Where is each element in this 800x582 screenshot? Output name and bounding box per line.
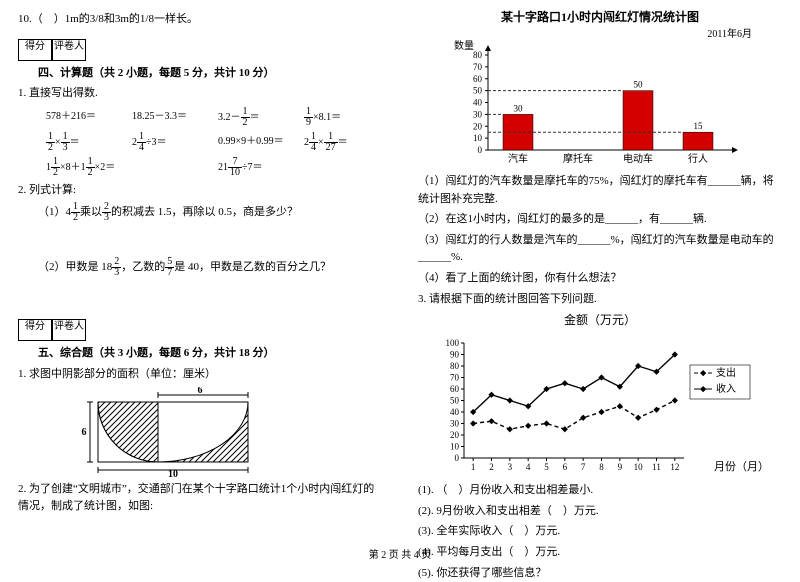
svg-text:30: 30 xyxy=(450,419,460,429)
svg-text:40: 40 xyxy=(450,407,460,417)
svg-text:50: 50 xyxy=(450,396,460,406)
svg-text:支出: 支出 xyxy=(716,366,736,379)
lq2: (2). 9月份收入和支出相差（ ）万元. xyxy=(418,503,782,521)
svg-text:摩托车: 摩托车 xyxy=(563,152,593,165)
svg-text:9: 9 xyxy=(618,462,623,472)
c6: 214÷3＝ xyxy=(132,132,210,153)
sec4-title-text: 四、计算题（共 2 小题，每题 5 分，共计 10 分） xyxy=(38,67,275,79)
svg-text:80: 80 xyxy=(473,50,483,60)
svg-text:4: 4 xyxy=(526,462,531,472)
left-column: 10.（ ）1m的3/8和3m的1/8一样长。 得分 评卷人 四、计算题（共 2… xyxy=(0,0,400,540)
svg-text:8: 8 xyxy=(599,462,604,472)
svg-text:0: 0 xyxy=(455,453,460,463)
svg-text:10: 10 xyxy=(473,133,483,143)
bar-title: 某十字路口1小时内闯红灯情况统计图 xyxy=(418,8,782,25)
calc2-b: （2）甲数是 1823，乙数的57是 40，甲数是乙数的百分之几？ xyxy=(38,257,382,278)
rq1: （1）闯红灯的汽车数量是摩托车的75%，闯红灯的摩托车有______辆，将统计图… xyxy=(418,173,782,208)
svg-text:50: 50 xyxy=(473,86,483,96)
svg-text:3: 3 xyxy=(508,462,513,472)
rq3: （3）闯红灯的行人数量是汽车的______%，闯红灯的汽车数量是电动车的____… xyxy=(418,232,782,267)
calc2-intro: 2. 列式计算: xyxy=(18,182,382,200)
svg-text:15: 15 xyxy=(694,121,704,131)
svg-text:6: 6 xyxy=(563,462,568,472)
svg-text:100: 100 xyxy=(446,338,460,348)
score-cell-a2: 得分 xyxy=(18,319,52,341)
svg-text:30: 30 xyxy=(473,109,483,119)
svg-text:6: 6 xyxy=(82,427,87,438)
svg-text:电动车: 电动车 xyxy=(623,152,653,165)
svg-text:20: 20 xyxy=(473,121,483,131)
svg-text:6: 6 xyxy=(198,387,203,396)
score-cell-a: 得分 xyxy=(18,39,52,61)
section-4-title: 四、计算题（共 2 小题，每题 5 分，共计 10 分） xyxy=(18,65,382,83)
rq4: （4）看了上面的统计图，你有什么想法？ xyxy=(418,270,782,288)
svg-text:40: 40 xyxy=(473,98,483,108)
score-cell-b: 评卷人 xyxy=(52,39,86,61)
score-box-5: 得分 评卷人 xyxy=(18,319,382,341)
svg-text:汽车: 汽车 xyxy=(508,152,528,165)
calc2-a: （1）412乘以23的积减去 1.5，再除以 0.5，商是多少？ xyxy=(38,202,382,223)
svg-text:20: 20 xyxy=(450,430,460,440)
page-footer: 第 2 页 共 4 页 xyxy=(0,546,800,561)
p3-intro: 3. 请根据下面的统计图回答下列问题. xyxy=(418,291,782,309)
svg-text:10: 10 xyxy=(450,442,460,452)
c8: 214×127＝ xyxy=(304,132,382,153)
c10 xyxy=(132,157,210,178)
section-5-title: 五、综合题（共 3 小题，每题 6 分，共计 18 分） xyxy=(18,345,382,363)
lq5: (5). 你还获得了哪些信息？ xyxy=(418,565,782,582)
svg-text:70: 70 xyxy=(450,373,460,383)
c1: 578＋216＝ xyxy=(46,107,124,128)
lq1: (1). （ ）月份收入和支出相差最小. xyxy=(418,482,782,500)
calc-grid: 578＋216＝ 18.25－3.3＝ 3.2－12＝ 19×8.1＝ 12×1… xyxy=(46,107,382,178)
c12 xyxy=(304,157,382,178)
svg-text:2: 2 xyxy=(489,462,494,472)
right-column: 某十字路口1小时内闯红灯情况统计图 2011年6月 01020304050607… xyxy=(400,0,800,540)
svg-text:60: 60 xyxy=(450,384,460,394)
c2: 18.25－3.3＝ xyxy=(132,107,210,128)
calc-intro: 1. 直接写出得数. xyxy=(18,85,382,103)
comp1: 1. 求图中阴影部分的面积（单位：厘米） xyxy=(18,366,382,384)
c11: 21710÷7＝ xyxy=(218,157,296,178)
svg-text:80: 80 xyxy=(450,361,460,371)
svg-text:30: 30 xyxy=(514,103,524,113)
rq2: （2）在这1小时内，闯红灯的最多的是______，有______辆. xyxy=(418,211,782,229)
bar-date: 2011年6月 xyxy=(418,25,752,40)
score-box-4: 得分 评卷人 xyxy=(18,39,382,61)
sec5-title-text: 五、综合题（共 3 小题，每题 6 分，共计 18 分） xyxy=(38,347,275,359)
c4: 19×8.1＝ xyxy=(304,107,382,128)
svg-text:10: 10 xyxy=(168,469,178,477)
svg-text:行人: 行人 xyxy=(688,152,708,165)
q10: 10.（ ）1m的3/8和3m的1/8一样长。 xyxy=(18,11,382,29)
svg-text:5: 5 xyxy=(544,462,549,472)
svg-text:50: 50 xyxy=(634,80,644,90)
bar-chart: 01020304050607080数量30汽车摩托车50电动车15行人 xyxy=(450,40,750,170)
svg-text:60: 60 xyxy=(473,74,483,84)
svg-text:70: 70 xyxy=(473,62,483,72)
svg-text:1: 1 xyxy=(471,462,476,472)
svg-text:10: 10 xyxy=(634,462,644,472)
svg-text:0: 0 xyxy=(478,145,483,155)
svg-text:月份（月）: 月份（月） xyxy=(714,460,769,473)
c7: 0.99×9＋0.99＝ xyxy=(218,132,296,153)
svg-text:90: 90 xyxy=(450,350,460,360)
svg-text:12: 12 xyxy=(670,462,679,472)
svg-text:7: 7 xyxy=(581,462,586,472)
c3: 3.2－12＝ xyxy=(218,107,296,128)
c9: 112×8＋112×2＝ xyxy=(46,157,124,178)
svg-text:数量: 数量 xyxy=(454,40,474,52)
line-title: 金额（万元） xyxy=(418,311,782,328)
score-cell-b2: 评卷人 xyxy=(52,319,86,341)
lq3: (3). 全年实际收入（ ）万元. xyxy=(418,523,782,541)
comp2: 2. 为了创建“文明城市”，交通部门在某个十字路口统计1个小时内闯红灯的情况，制… xyxy=(18,481,382,516)
geom-figure: 6 6 10 xyxy=(78,387,278,477)
svg-text:收入: 收入 xyxy=(716,382,736,395)
line-chart: 0102030405060708090100123456789101112支出收… xyxy=(430,328,770,478)
c5: 12×13＝ xyxy=(46,132,124,153)
svg-text:11: 11 xyxy=(652,462,661,472)
